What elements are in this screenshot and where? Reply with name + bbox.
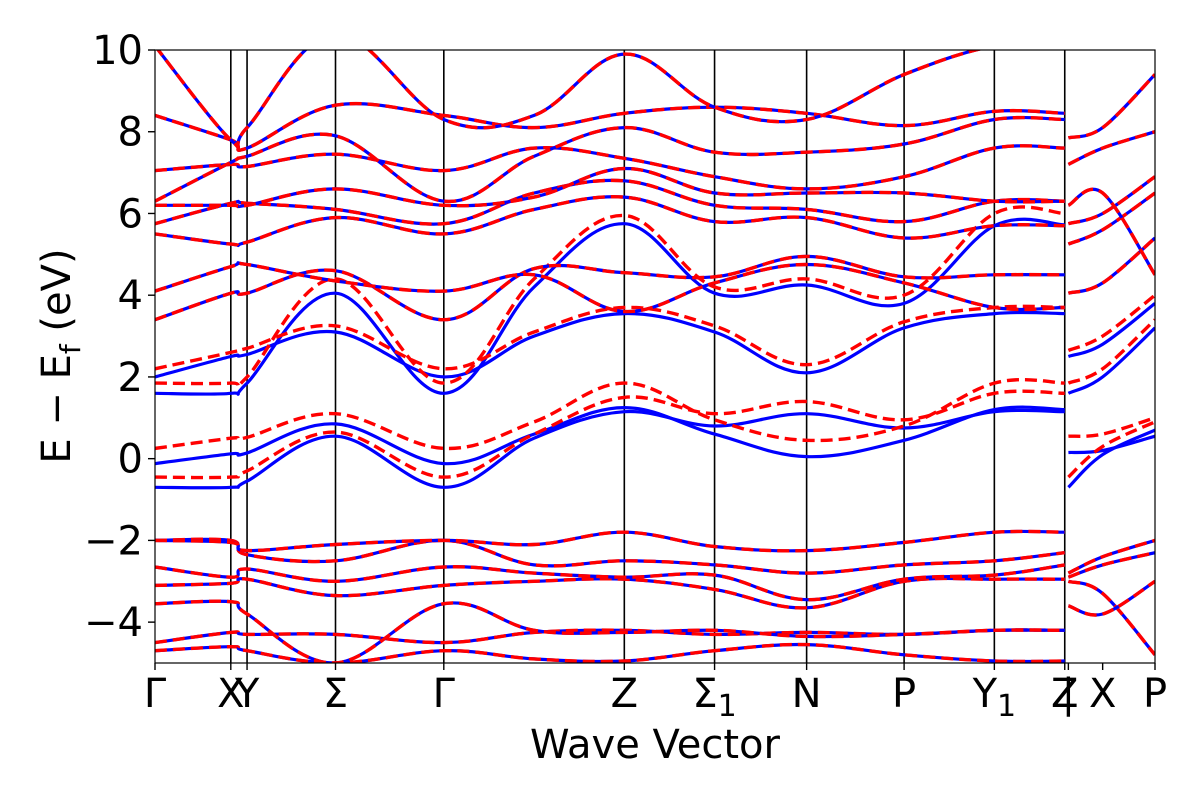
y-tick-label-0: −4: [84, 600, 143, 646]
x-tick-label-6: Σ1: [692, 671, 736, 724]
x-tick-label-3: Σ: [323, 671, 348, 717]
overlap-band-blue-10: [155, 178, 1065, 226]
overlap-band-red-4: [155, 563, 1065, 602]
overlap-band-red-18: [1067, 538, 1155, 575]
overlap-band-red-20: [1067, 236, 1155, 295]
overlap-band-red-25: [1067, 187, 1155, 276]
x-tick-label-13: P: [1143, 671, 1167, 717]
x-tick-label-8: P: [892, 671, 916, 717]
x-tick-label-10: Z: [1051, 671, 1078, 717]
overlap-band-red-23: [1067, 130, 1155, 166]
blue-band-4: [1067, 428, 1155, 489]
overlap-band-blue-12: [155, 144, 1065, 191]
overlap-band-red-22: [1067, 175, 1155, 226]
y-axis-ticks: −4 −2 0 2 4 6 8 10: [84, 28, 155, 646]
blue-band-7: [1067, 302, 1155, 359]
blue-band-5: [1068, 434, 1155, 455]
overlap-band-blue-24: [1067, 73, 1155, 140]
y-tick-label-1: −2: [84, 518, 143, 564]
overlap-band-red-10: [155, 178, 1065, 226]
overlap-band-red-13: [155, 101, 1065, 152]
y-tick-label-7: 10: [92, 28, 143, 74]
overlap-band-red-2: [155, 599, 1065, 663]
x-axis-ticks: Γ XY Σ Γ Z Σ1 N P Y1 Z| X P: [144, 663, 1167, 724]
overlap-band-blue-14: [155, 115, 1065, 203]
overlap-band-red-1: [155, 642, 1065, 663]
overlap-band-blue-3: [155, 576, 1065, 610]
red-band-1: [155, 377, 1065, 451]
overlap-band-blue-11: [155, 166, 1065, 209]
y-tick-label-2: 0: [118, 437, 143, 483]
overlap-band-red-21: [1067, 191, 1155, 246]
blue-band-2: [155, 217, 1065, 396]
red-band-4: [1067, 420, 1155, 479]
overlap-band-blue-13: [155, 102, 1065, 152]
overlap-band-red-6: [155, 529, 1065, 553]
x-tick-label-9: Y1: [972, 671, 1017, 724]
blue-band-0: [155, 408, 1065, 490]
y-axis-label: E − Ef (eV): [34, 248, 87, 463]
red-band-0: [155, 389, 1065, 480]
y-tick-label-4: 4: [118, 273, 143, 319]
y-tick-label-5: 6: [118, 191, 143, 237]
overlap-band-blue-9: [155, 195, 1065, 248]
overlap-band-red-7: [155, 254, 1065, 322]
x-tick-label-4: Γ: [433, 671, 456, 717]
x-tick-label-11: |: [1062, 671, 1075, 717]
red-band-5: [1068, 416, 1155, 438]
overlap-band-blue-5: [155, 537, 1065, 575]
overlap-band-red-3: [155, 576, 1065, 610]
overlap-band-red-9: [155, 195, 1065, 248]
x-tick-label-2: Y: [234, 671, 260, 717]
overlap-band-red-24: [1067, 73, 1155, 140]
x-tick-label-1: X: [217, 671, 244, 717]
red-band-6: [1067, 318, 1155, 385]
x-tick-label-5: Z: [611, 671, 638, 717]
y-axis-label-main: E − E: [34, 354, 80, 464]
y-axis-label-sub: f: [54, 343, 87, 354]
kpoint-divider-lines: [230, 50, 1066, 663]
y-tick-label-6: 8: [118, 110, 143, 156]
x-axis-label: Wave Vector: [530, 722, 781, 768]
plot-frame: [154, 49, 1156, 664]
red-band-2: [155, 205, 1065, 389]
x-tick-label-0: Γ: [144, 671, 167, 717]
overlap-band-red-8: [155, 261, 1065, 314]
x-tick-label-12: X: [1089, 671, 1116, 717]
blue-band-3: [155, 310, 1065, 379]
overlap-band-red-11: [155, 166, 1065, 209]
overlap-band-red-12: [155, 144, 1065, 191]
blue-band-1: [155, 405, 1065, 466]
overlap-band-blue-22: [1067, 175, 1155, 226]
overlap-band-red-15: [156, 50, 983, 150]
overlap-band-blue-20: [1067, 236, 1155, 295]
y-tick-label-3: 2: [118, 355, 143, 401]
blue-band-6: [1067, 326, 1155, 395]
overlap-band-red-5: [155, 537, 1065, 575]
overlap-band-blue-4: [155, 563, 1065, 602]
x-tick-label-7: N: [792, 671, 822, 717]
overlap-band-red-17: [1067, 551, 1155, 579]
bands-layer: [155, 50, 1155, 663]
overlap-band-red-19: [1067, 579, 1155, 617]
overlap-band-red-16: [1067, 579, 1155, 656]
red-band-3: [155, 304, 1065, 371]
red-band-7: [1067, 293, 1155, 352]
y-axis-label-unit: (eV): [34, 248, 80, 344]
